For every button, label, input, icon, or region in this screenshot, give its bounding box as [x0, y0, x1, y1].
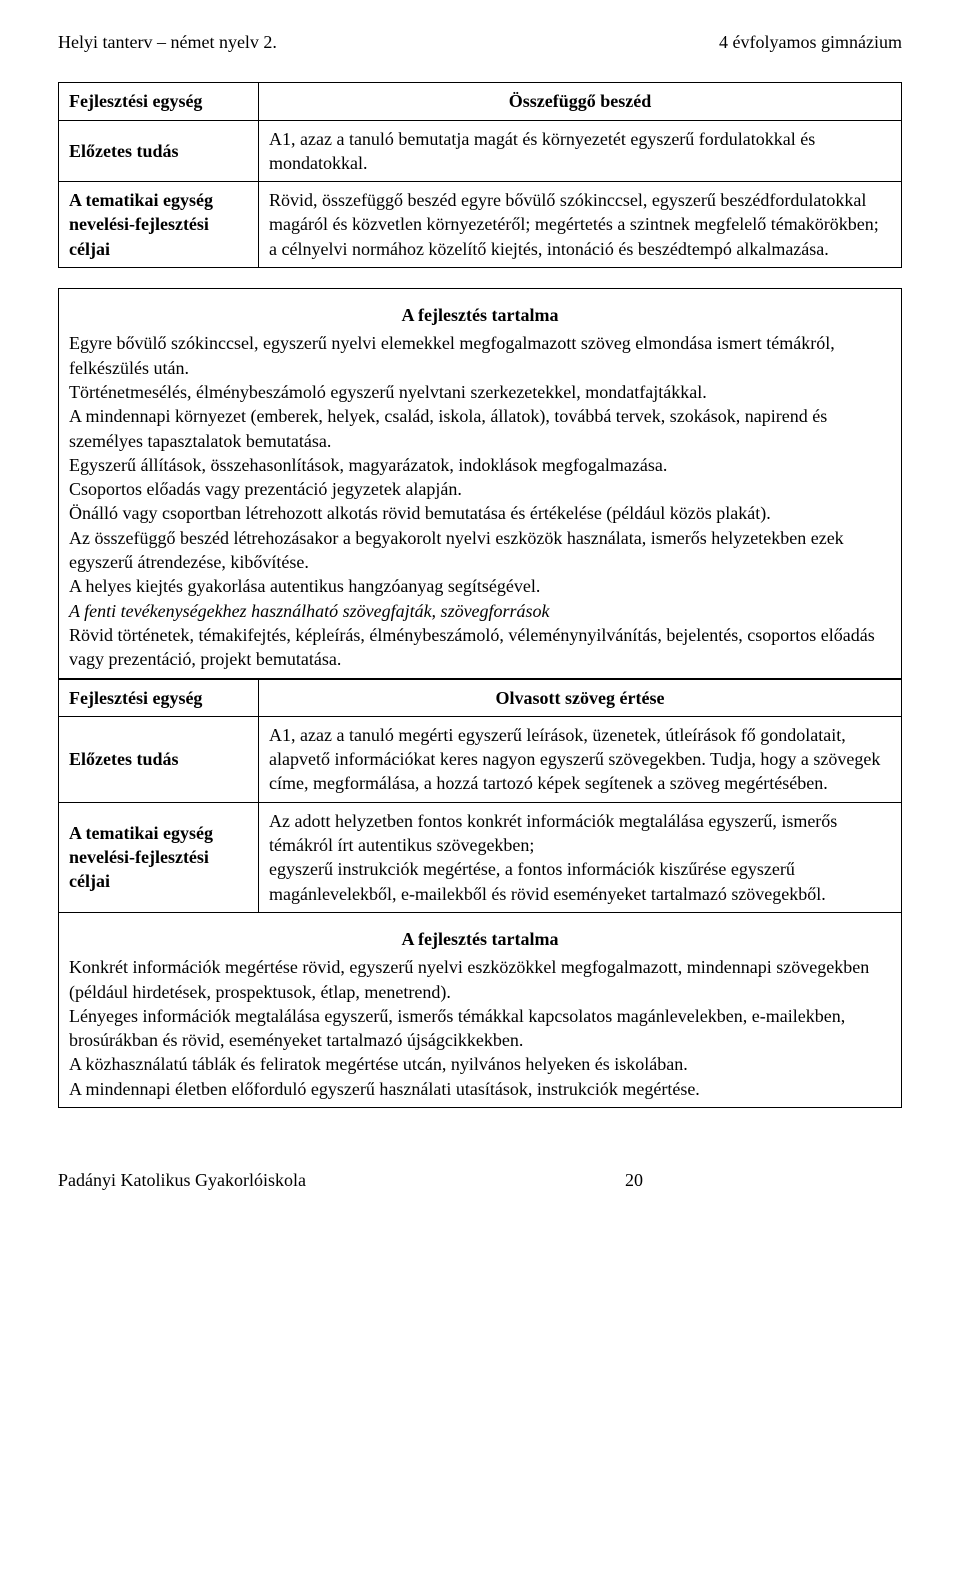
content-line: A mindennapi életben előforduló egyszerű… [69, 1077, 891, 1101]
content-line: Önálló vagy csoportban létrehozott alkot… [69, 501, 891, 525]
content-tematikai-celok: Rövid, összefüggő beszéd egyre bővülő sz… [259, 182, 902, 268]
label-elozetes-tudas: Előzetes tudás [59, 120, 259, 182]
content-line: Lényeges információk megtalálása egyszer… [69, 1004, 891, 1053]
content-paragraphs: Egyre bővülő szókinccsel, egyszerű nyelv… [69, 331, 891, 671]
table-row: A tematikai egység nevelési-fejlesztési … [59, 802, 902, 912]
content-line: Egyszerű állítások, összehasonlítások, m… [69, 453, 891, 477]
table-row: A fejlesztés tartalma Konkrét információ… [59, 912, 902, 1107]
content-line: Az összefüggő beszéd létrehozásakor a be… [69, 526, 891, 575]
table-row: Előzetes tudás A1, azaz a tanuló bemutat… [59, 120, 902, 182]
title-olvasott-szoveg: Olvasott szöveg értése [259, 679, 902, 716]
content-line: A mindennapi környezet (emberek, helyek,… [69, 404, 891, 453]
content-fejlesztes-block: A fejlesztés tartalma Egyre bővülő szóki… [59, 289, 902, 678]
table-row: Fejlesztési egység Olvasott szöveg értés… [59, 679, 902, 716]
content-line: Történetmesélés, élménybeszámoló egyszer… [69, 380, 891, 404]
section-title: A fejlesztés tartalma [69, 295, 891, 331]
header-left: Helyi tanterv – német nyelv 2. [58, 30, 277, 54]
label-tematikai-celok-2: A tematikai egység nevelési-fejlesztési … [59, 802, 259, 912]
label-fejlesztesi-egyseg: Fejlesztési egység [59, 83, 259, 120]
table-osszefuggo-beszed: Fejlesztési egység Összefüggő beszéd Elő… [58, 82, 902, 268]
page-header: Helyi tanterv – német nyelv 2. 4 évfolya… [58, 30, 902, 54]
table-olvasott-szoveg: Fejlesztési egység Olvasott szöveg értés… [58, 679, 902, 1108]
content-fejlesztes-block-2: A fejlesztés tartalma Konkrét információ… [59, 912, 902, 1107]
table-row: Fejlesztési egység Összefüggő beszéd [59, 83, 902, 120]
table-row: A fejlesztés tartalma Egyre bővülő szóki… [59, 289, 902, 678]
label-fejlesztesi-egyseg-2: Fejlesztési egység [59, 679, 259, 716]
content-line: Csoportos előadás vagy prezentáció jegyz… [69, 477, 891, 501]
header-right: 4 évfolyamos gimnázium [719, 30, 902, 54]
footer-left: Padányi Katolikus Gyakorlóiskola [58, 1168, 306, 1192]
content-line: A helyes kiejtés gyakorlása autentikus h… [69, 574, 891, 598]
page-footer: Padányi Katolikus Gyakorlóiskola 20 [58, 1168, 902, 1192]
content-elozetes-tudas: A1, azaz a tanuló bemutatja magát és kör… [259, 120, 902, 182]
content-tematikai-celok-2: Az adott helyzetben fontos konkrét infor… [259, 802, 902, 912]
content-line: Konkrét információk megértése rövid, egy… [69, 955, 891, 1004]
label-tematikai-celok: A tematikai egység nevelési-fejlesztési … [59, 182, 259, 268]
title-osszefuggo-beszed: Összefüggő beszéd [259, 83, 902, 120]
table-fejlesztes-tartalma-1: A fejlesztés tartalma Egyre bővülő szóki… [58, 288, 902, 678]
page-number: 20 [625, 1168, 643, 1192]
content-line-italic: A fenti tevékenységekhez használható szö… [69, 599, 891, 623]
table-row: Előzetes tudás A1, azaz a tanuló megérti… [59, 716, 902, 802]
content-line: Rövid történetek, témakifejtés, képleírá… [69, 623, 891, 672]
section-title-2: A fejlesztés tartalma [69, 919, 891, 955]
content-elozetes-tudas-2: A1, azaz a tanuló megérti egyszerű leírá… [259, 716, 902, 802]
content-line: Egyre bővülő szókinccsel, egyszerű nyelv… [69, 331, 891, 380]
table-row: A tematikai egység nevelési-fejlesztési … [59, 182, 902, 268]
label-elozetes-tudas-2: Előzetes tudás [59, 716, 259, 802]
content-paragraphs-2: Konkrét információk megértése rövid, egy… [69, 955, 891, 1101]
content-line: A közhasználatú táblák és feliratok megé… [69, 1052, 891, 1076]
